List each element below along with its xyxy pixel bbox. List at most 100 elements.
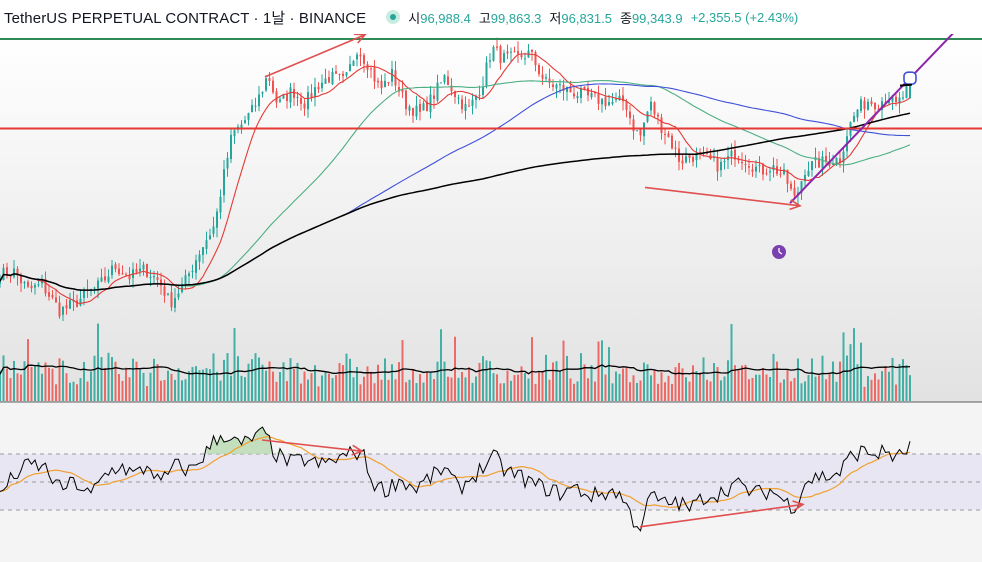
- volume-bar: [545, 354, 547, 401]
- volume-bar: [548, 379, 551, 401]
- volume-bar: [835, 381, 838, 401]
- volume-bar: [842, 332, 845, 401]
- candle: [856, 108, 859, 122]
- candle-body: [244, 120, 246, 124]
- volume-bar: [338, 363, 341, 401]
- candle-body: [762, 164, 764, 175]
- drawing-tools[interactable]: [0, 34, 982, 528]
- alarm-clock-icon: [772, 245, 786, 259]
- candle: [223, 159, 225, 203]
- candle-body: [839, 158, 841, 163]
- candle: [317, 82, 320, 94]
- volume-bar: [167, 370, 169, 401]
- candle-body: [804, 174, 806, 182]
- candle: [573, 85, 575, 100]
- volume-bar: [317, 386, 320, 401]
- volume-bar: [478, 362, 481, 401]
- candle-body: [209, 235, 211, 240]
- candle: [825, 147, 827, 166]
- volume-bar: [160, 380, 162, 401]
- candle-body: [226, 157, 229, 169]
- candle-body: [853, 116, 855, 122]
- volume-bar: [601, 340, 603, 401]
- volume-bar: [716, 367, 719, 401]
- volume-bar: [510, 380, 512, 401]
- candle: [6, 262, 8, 279]
- candle-body: [314, 87, 316, 98]
- candle-body: [146, 263, 148, 277]
- volume-bar: [737, 369, 740, 401]
- candle: [905, 85, 908, 99]
- status-dot-icon: [386, 10, 401, 24]
- candle: [604, 87, 607, 110]
- candle: [384, 73, 386, 88]
- volume-bar: [58, 358, 61, 401]
- volume-bar: [9, 378, 12, 401]
- candle: [552, 79, 554, 92]
- volume-bar: [188, 371, 190, 401]
- candle-body: [265, 78, 267, 91]
- candle-body: [205, 240, 208, 249]
- high-label: 고: [478, 10, 491, 26]
- volume-bar: [135, 361, 138, 401]
- ohlc-open: 시96,988.4: [408, 8, 471, 27]
- candle: [513, 46, 516, 53]
- volume-bar: [226, 353, 229, 401]
- candle-body: [681, 160, 684, 164]
- volume-bar: [69, 382, 71, 401]
- candle: [48, 284, 50, 301]
- volume-bar: [541, 371, 544, 401]
- candle: [13, 260, 15, 279]
- candle-body: [510, 51, 512, 53]
- volume-bar: [391, 364, 393, 401]
- volume-bar: [461, 371, 463, 401]
- candle: [646, 111, 649, 123]
- volume-bar: [107, 352, 110, 401]
- volume-bar: [261, 364, 264, 401]
- chart-area[interactable]: [0, 34, 982, 562]
- candle: [793, 180, 796, 200]
- volume-bar: [622, 368, 624, 401]
- candle-body: [121, 273, 124, 275]
- candle-body: [615, 99, 617, 101]
- candle-body: [0, 281, 1, 284]
- candle: [394, 61, 397, 91]
- candle-body: [195, 260, 197, 273]
- candle: [170, 285, 173, 312]
- candle-body: [118, 268, 120, 274]
- volume-bar: [825, 379, 827, 401]
- candle-body: [877, 108, 880, 110]
- candle: [685, 147, 687, 164]
- candle: [142, 261, 145, 276]
- price-pane-background: [0, 34, 982, 402]
- candle-body: [457, 97, 460, 99]
- candle-body: [62, 307, 64, 315]
- candle-body: [905, 86, 908, 98]
- candle: [338, 73, 341, 81]
- volume-bar: [296, 362, 299, 401]
- volume-bar: [653, 369, 656, 401]
- volume-bar: [132, 358, 134, 401]
- candle-body: [419, 103, 421, 112]
- candle: [681, 153, 684, 170]
- high-value: 99,863.3: [490, 10, 542, 26]
- candle-body: [720, 161, 722, 171]
- candle: [419, 99, 421, 121]
- volume-bar: [660, 372, 663, 401]
- volume-bar: [496, 374, 498, 401]
- candle-body: [643, 122, 645, 137]
- candle: [195, 254, 197, 280]
- candle-body: [219, 196, 222, 213]
- candle: [104, 267, 106, 283]
- candle-body: [765, 173, 768, 175]
- candle: [632, 114, 635, 140]
- volume-bar: [534, 383, 537, 401]
- volume-bar: [282, 362, 285, 401]
- moving-average-lines: [0, 53, 911, 304]
- volume-bar: [216, 371, 218, 401]
- symbol-title[interactable]: TetherUS PERPETUAL CONTRACT · 1날 · BINAN…: [4, 9, 367, 27]
- candle: [359, 47, 362, 67]
- candle-body: [548, 78, 551, 83]
- volume-bar: [265, 370, 267, 401]
- candle-body: [748, 166, 750, 168]
